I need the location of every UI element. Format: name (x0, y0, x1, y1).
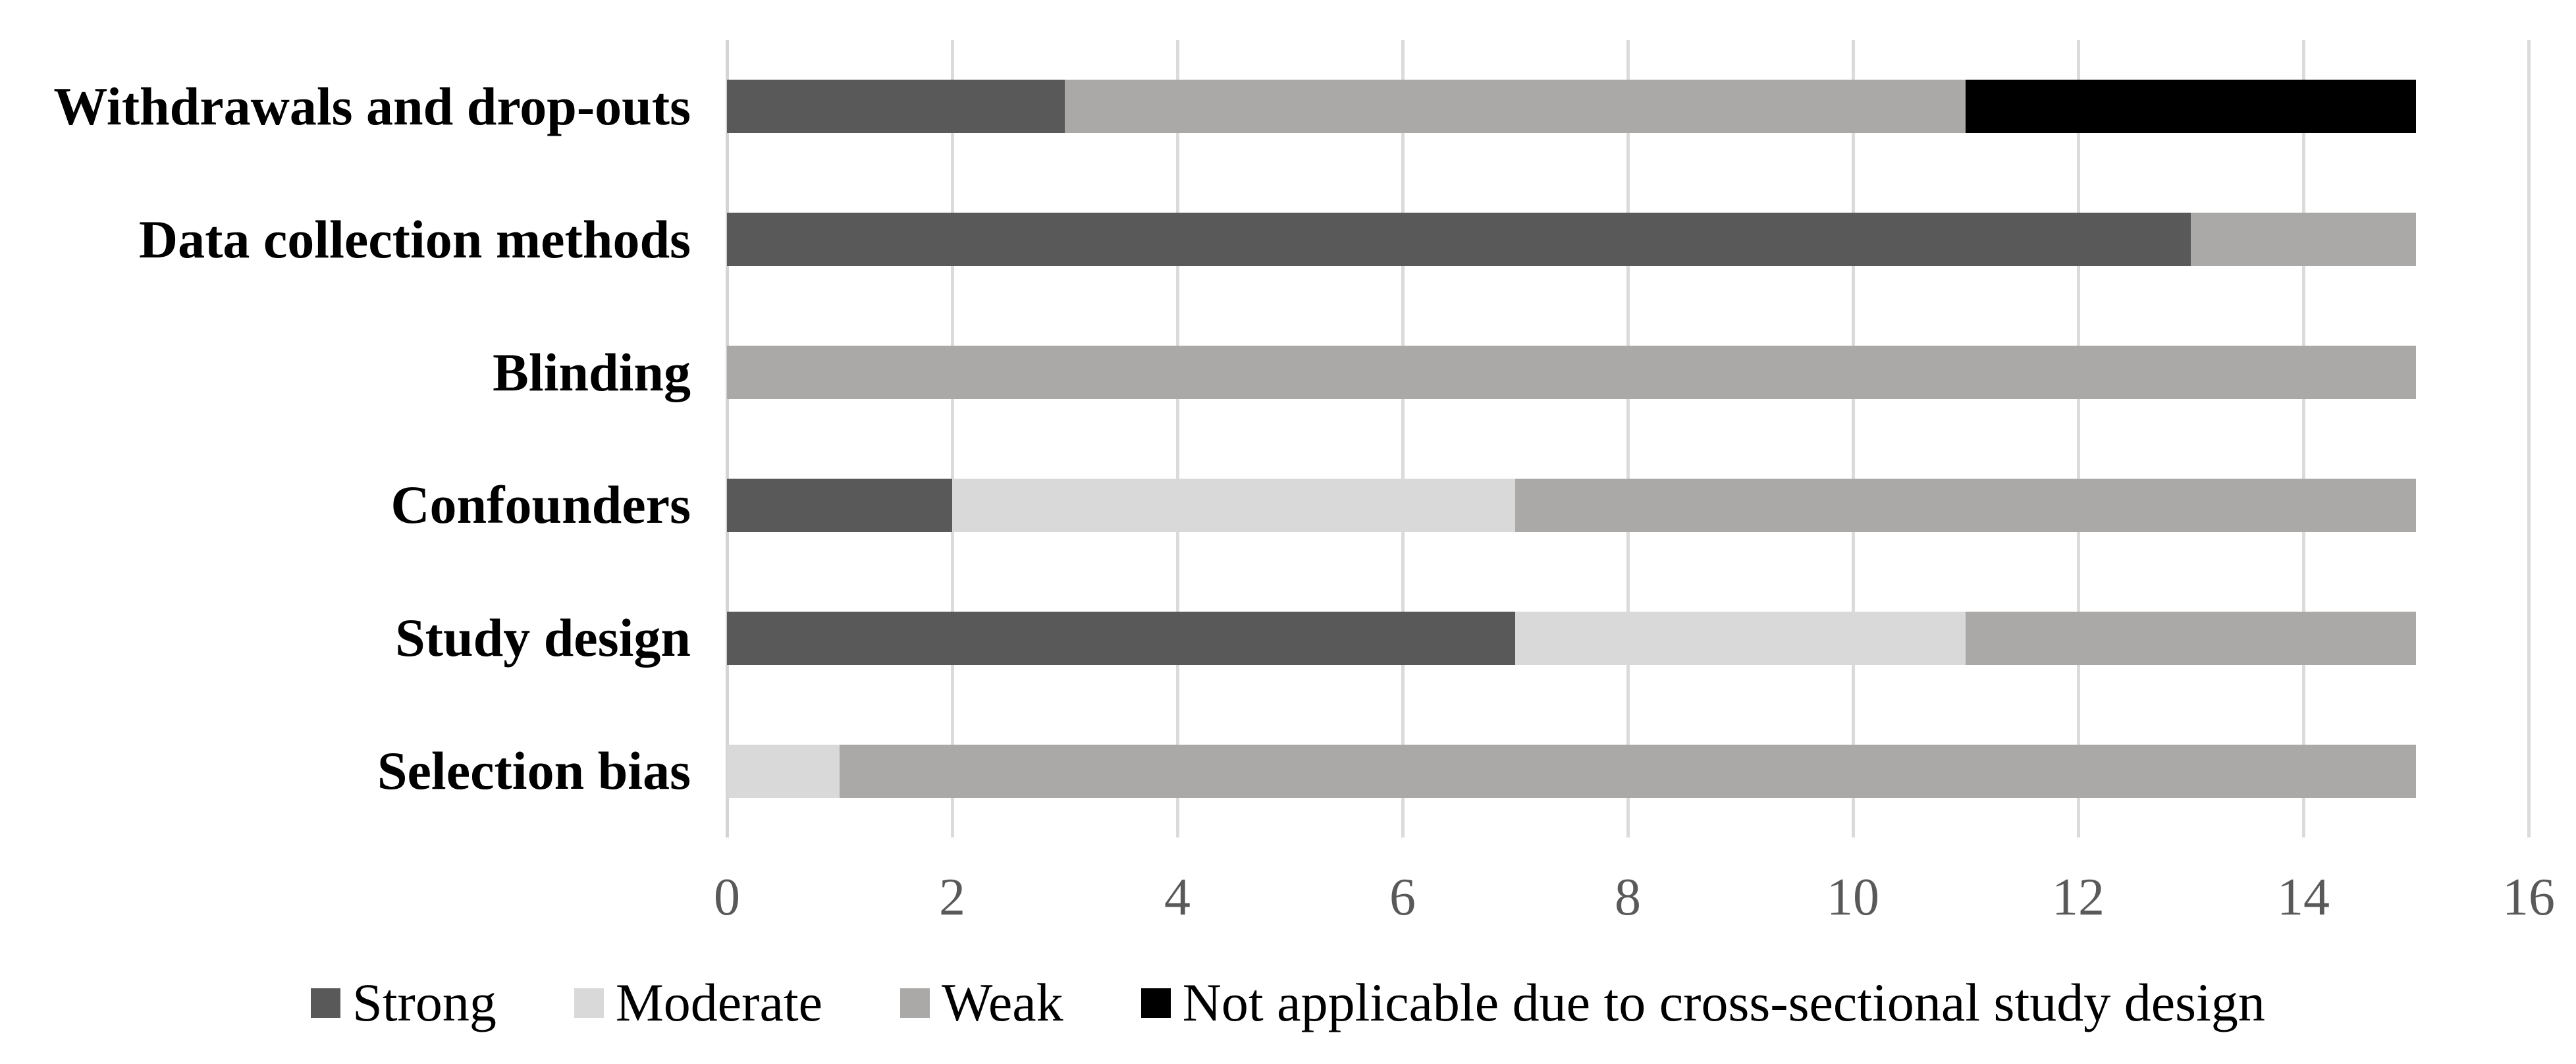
bar-segment-strong (727, 80, 1065, 134)
bar-segment-moderate (952, 478, 1515, 532)
bar-row-blinding (727, 306, 2529, 439)
bar-row-withdrawals-and-drop (727, 40, 2529, 173)
legend-item-moderate: Moderate (574, 976, 822, 1030)
bar-segment-weak (1065, 80, 1966, 134)
bar-segment-not-applicable-due (1966, 80, 2416, 134)
legend-label: Weak (942, 972, 1063, 1032)
legend-item-weak: Weak (900, 976, 1063, 1030)
bar-blinding (727, 346, 2416, 400)
bar-segment-strong (727, 611, 1515, 665)
bar-confounders (727, 478, 2416, 532)
x-tick-label: 10 (1827, 868, 1879, 926)
legend-swatch-strong (311, 988, 341, 1018)
gridline (1852, 40, 1855, 838)
bar-withdrawals-and-drop (727, 80, 2416, 134)
bar-segment-weak (1515, 478, 2416, 532)
gridline (1401, 40, 1405, 838)
bar-segment-weak (727, 346, 2416, 400)
bar-segment-weak (1966, 611, 2416, 665)
bar-row-confounders (727, 439, 2529, 572)
x-axis: 0 2 4 6 8 10 12 14 16 (714, 868, 2555, 927)
bar-row-data-collection-methods (727, 173, 2529, 306)
bar-segment-strong (727, 478, 952, 532)
gridline (1176, 40, 1179, 838)
bar-segment-weak (2191, 213, 2416, 267)
legend-swatch-weak (900, 988, 930, 1018)
bar-data-collection-methods (727, 213, 2416, 267)
category-label-confounders: Confounders (390, 475, 691, 535)
legend-label: Strong (352, 972, 496, 1032)
category-axis: Withdrawals and drop-outs Data collection… (0, 40, 727, 838)
legend-swatch-not-applicable-due (1140, 988, 1171, 1018)
category-label-withdrawals-and-drop: Withdrawals and drop-outs (53, 76, 691, 136)
plot-area (726, 40, 2531, 838)
legend-label: Not applicable due to cross-sectional st… (1182, 972, 2265, 1032)
gridline (1626, 40, 1630, 838)
legend-item-not-applicable-due: Not applicable due to cross-sectional st… (1140, 972, 2265, 1032)
x-tick-label: 16 (2502, 868, 2555, 926)
bar-segment-moderate (727, 744, 840, 798)
x-tick-label: 4 (1164, 868, 1191, 926)
category-label-blinding: Blinding (493, 342, 691, 402)
legend-item-strong: Strong (311, 976, 496, 1030)
gridline (2302, 40, 2305, 838)
x-tick-label: 8 (1615, 868, 1641, 926)
gridline (951, 40, 954, 838)
gridline (2527, 40, 2531, 838)
legend-label: Moderate (615, 972, 823, 1032)
x-tick-label: 0 (714, 868, 740, 926)
bar-segment-moderate (1515, 611, 1966, 665)
bar-selection-bias (727, 744, 2416, 798)
bar-row-selection-bias (727, 705, 2529, 838)
legend-swatch-moderate (574, 988, 604, 1018)
gridline (2077, 40, 2080, 838)
bar-segment-strong (727, 213, 2191, 267)
x-tick-label: 6 (1389, 868, 1416, 926)
bar-study-design (727, 611, 2416, 665)
category-label-data-collection-methods: Data collection methods (138, 209, 691, 269)
category-axis-line (726, 40, 729, 838)
x-tick-label: 2 (939, 868, 965, 926)
category-label-study-design: Study design (395, 608, 691, 668)
x-tick-label: 14 (2277, 868, 2330, 926)
x-tick-label: 12 (2052, 868, 2105, 926)
category-label-selection-bias: Selection bias (377, 741, 691, 801)
bar-segment-weak (840, 744, 2416, 798)
legend: Strong Moderate Weak Not applicable due to … (0, 967, 2576, 1039)
bar-row-study-design (727, 572, 2529, 705)
